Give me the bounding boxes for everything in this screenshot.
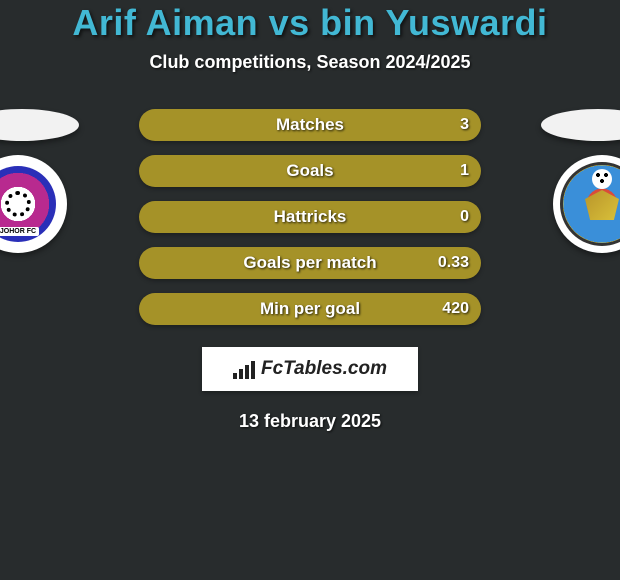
johor-fc-badge-icon <box>0 166 56 242</box>
stat-right-value: 1 <box>460 162 469 180</box>
branding-text: FcTables.com <box>261 358 387 380</box>
stat-label: Matches <box>276 115 344 135</box>
main-row: Matches 3 Goals 1 Hattricks 0 Goals per … <box>0 109 620 325</box>
stat-row-matches: Matches 3 <box>139 109 481 141</box>
comparison-card: Arif Aiman vs bin Yuswardi Club competit… <box>0 0 620 432</box>
left-player-column <box>19 109 139 253</box>
stat-right-value: 420 <box>442 300 469 318</box>
stat-row-goals: Goals 1 <box>139 155 481 187</box>
gear-icon <box>5 191 31 217</box>
date-label: 13 february 2025 <box>0 411 620 432</box>
player-left-avatar <box>0 109 79 141</box>
stat-row-hattricks: Hattricks 0 <box>139 201 481 233</box>
bar-chart-icon <box>233 359 257 379</box>
branding-logo: FcTables.com <box>202 347 418 391</box>
page-title: Arif Aiman vs bin Yuswardi <box>0 2 620 44</box>
stat-right-value: 0.33 <box>438 254 469 272</box>
stat-row-goals-per-match: Goals per match 0.33 <box>139 247 481 279</box>
player-left-club-badge <box>0 155 67 253</box>
stat-right-value: 0 <box>460 208 469 226</box>
stats-column: Matches 3 Goals 1 Hattricks 0 Goals per … <box>139 109 481 325</box>
stat-label: Goals per match <box>243 253 376 273</box>
club-right-badge-icon <box>560 162 620 246</box>
right-player-column <box>481 109 601 253</box>
player-right-club-badge <box>553 155 620 253</box>
page-subtitle: Club competitions, Season 2024/2025 <box>0 52 620 73</box>
stat-row-min-per-goal: Min per goal 420 <box>139 293 481 325</box>
stat-label: Goals <box>286 161 333 181</box>
stat-label: Min per goal <box>260 299 360 319</box>
player-right-avatar <box>541 109 620 141</box>
football-icon <box>592 169 612 189</box>
stat-label: Hattricks <box>274 207 347 227</box>
stat-right-value: 3 <box>460 116 469 134</box>
